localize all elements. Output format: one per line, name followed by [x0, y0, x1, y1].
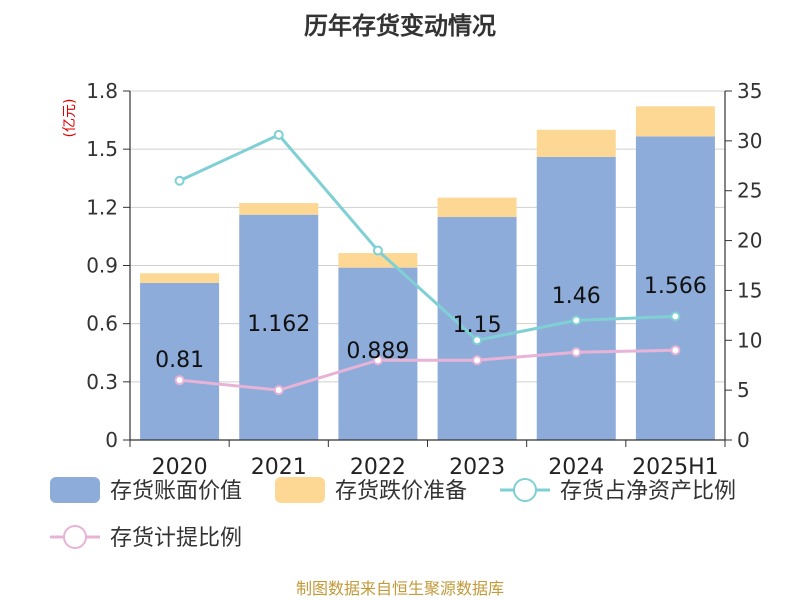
line-point: [273, 129, 284, 140]
legend-label: 存货账面价值: [110, 479, 242, 504]
right-axis-tick-label: 30: [737, 129, 762, 153]
right-axis-tick-label: 25: [737, 179, 762, 203]
bar-impairment-reserve: [338, 253, 418, 268]
gridlines: [130, 90, 725, 383]
bar-impairment-reserve: [437, 197, 517, 218]
bars-layer: [140, 106, 715, 440]
line-point: [372, 355, 383, 366]
x-axis-category-label: 2025H1: [632, 455, 719, 480]
line-point: [670, 311, 681, 322]
legend-item: 存货计提比例: [50, 525, 242, 551]
legend-swatch-box: [275, 477, 325, 503]
legend-swatch-box: [50, 477, 100, 503]
legend-swatch-marker: [513, 478, 537, 502]
left-axis-tick-label: 1.5: [86, 137, 118, 161]
bar-book-value: [239, 214, 319, 440]
left-axis-tick-label: 1.2: [86, 195, 118, 219]
left-axis-tick-label: 0.6: [86, 312, 118, 336]
line-point: [273, 385, 284, 396]
line-point: [472, 335, 483, 346]
line-point: [472, 355, 483, 366]
right-axis-tick-label: 5: [737, 378, 750, 402]
bar-impairment-reserve: [536, 129, 616, 157]
left-axis-tick-label: 0.3: [86, 370, 118, 394]
chart-title: 历年存货变动情况: [304, 12, 496, 40]
x-axis-category-label: 2021: [251, 455, 307, 480]
line-point: [174, 375, 185, 386]
right-axis-unit: %: [796, 85, 800, 98]
data-labels-layer: 0.81 1.162 0.889 1.15 1.46 1.566: [155, 274, 707, 373]
left-axis-unit: (亿元): [62, 99, 78, 138]
right-axis-tick-label: 0: [737, 428, 750, 452]
legend-label: 存货跌价准备: [335, 479, 467, 504]
legend-item: 存货占净资产比例: [500, 478, 736, 504]
bar-data-label: 1.162: [247, 312, 310, 337]
right-axis-tick-label: 15: [737, 278, 762, 302]
x-axis-category-label: 2023: [449, 455, 505, 480]
legend-label: 存货计提比例: [110, 526, 242, 551]
bar-book-value: [140, 282, 220, 440]
bar-impairment-reserve: [140, 273, 220, 283]
x-axis-category-label: 2024: [548, 455, 604, 480]
legend-swatch-marker: [63, 525, 87, 549]
right-axis-tick-label: 20: [737, 229, 762, 253]
bar-data-label: 1.15: [453, 313, 502, 338]
legend-item: 存货跌价准备: [275, 477, 467, 504]
left-axis-tick-label: 1.8: [86, 79, 118, 103]
line-point: [174, 175, 185, 186]
lines-layer: [174, 129, 681, 396]
line-series-存货计提比例: [179, 348, 676, 392]
line-series-存货占净资产比例: [178, 133, 676, 342]
line-point: [670, 345, 681, 356]
legend-label: 存货占净资产比例: [560, 479, 736, 504]
line-point: [571, 315, 582, 326]
bar-book-value: [338, 267, 418, 440]
data-source-footer: 制图数据来自恒生聚源数据库: [296, 579, 504, 598]
axes-layer: 0 0.3 0.6 0.9 1.2 1.5 1.8 0 5 10 15 20 25 30 35 2020 202…: [86, 79, 762, 480]
bar-data-label: 0.81: [155, 348, 204, 373]
legend-item: 存货账面价值: [50, 477, 242, 504]
right-axis-tick-label: 10: [737, 328, 762, 352]
bar-data-label: 0.889: [346, 339, 409, 364]
x-axis-category-label: 2020: [152, 455, 208, 480]
bar-data-label: 1.46: [552, 284, 601, 309]
bar-book-value: [437, 217, 517, 440]
bar-impairment-reserve: [635, 106, 715, 137]
line-point: [372, 245, 383, 256]
bar-book-value: [635, 136, 715, 440]
bar-book-value: [536, 156, 616, 440]
line-point: [571, 347, 582, 358]
x-axis-category-label: 2022: [350, 455, 406, 480]
bar-data-label: 1.566: [644, 274, 707, 299]
right-axis-tick-label: 35: [737, 79, 762, 103]
left-axis-tick-label: 0.9: [86, 254, 118, 278]
left-axis-tick-label: 0: [105, 428, 118, 452]
bar-impairment-reserve: [239, 203, 319, 215]
